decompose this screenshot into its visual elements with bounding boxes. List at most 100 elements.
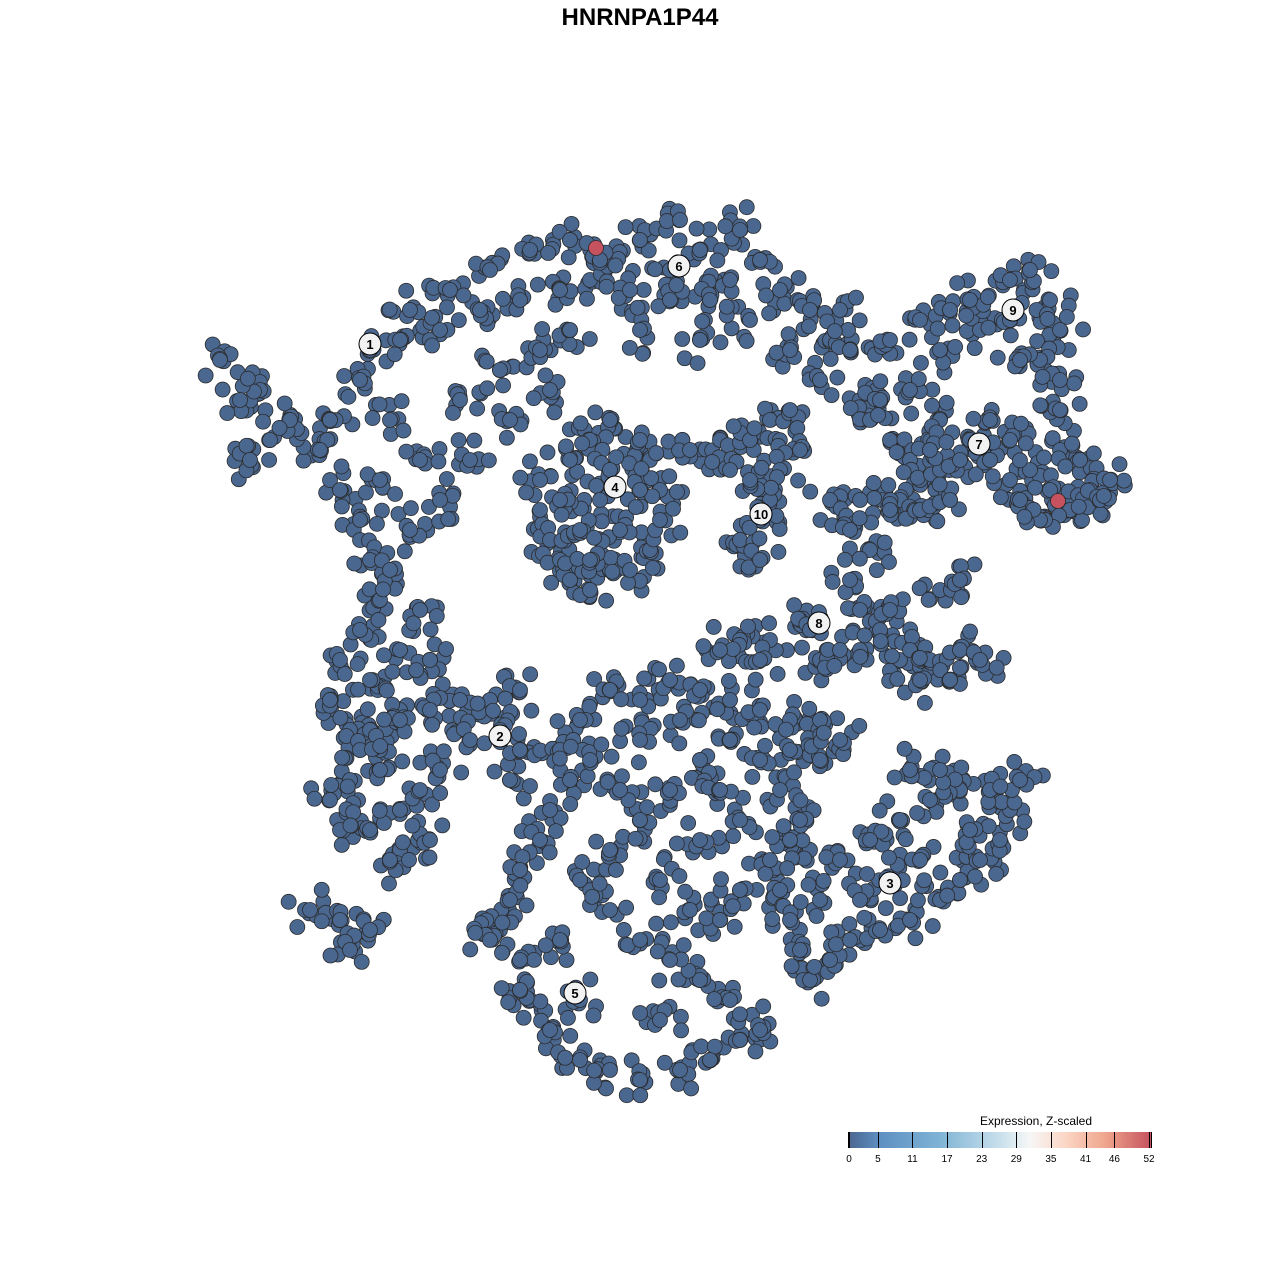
- cell-point-density: [647, 261, 663, 278]
- cell-point: [502, 412, 518, 428]
- cell-point-density: [979, 289, 996, 306]
- cell-point: [262, 432, 278, 448]
- cell-point-density: [647, 776, 664, 793]
- cell-point: [842, 522, 858, 538]
- cell-point: [702, 1052, 718, 1068]
- cell-point: [662, 782, 678, 798]
- cell-point-density: [627, 830, 644, 847]
- cell-point: [432, 492, 448, 508]
- cell-point-density: [717, 218, 734, 235]
- cell-point-density: [627, 499, 644, 516]
- cell-point: [452, 692, 468, 708]
- cell-point-density: [783, 958, 800, 975]
- cell-point-density: [713, 871, 729, 888]
- cell-point: [932, 342, 948, 358]
- cell-point-density: [672, 524, 689, 541]
- cell-point-density: [746, 420, 763, 437]
- cell-point: [722, 732, 738, 748]
- cell-point-density: [929, 320, 946, 337]
- cell-point-density: [671, 735, 688, 752]
- cell-point-density: [371, 396, 388, 413]
- cell-point-density: [938, 434, 955, 450]
- cell-point: [542, 802, 558, 818]
- cell-point-density: [761, 615, 777, 632]
- cell-point-density: [718, 298, 735, 315]
- cell-point-density: [800, 876, 817, 893]
- cell-point-density: [424, 309, 440, 326]
- cluster-label-5: 5: [563, 981, 587, 1005]
- cell-point-density: [753, 459, 770, 476]
- cell-point: [1052, 322, 1068, 338]
- cell-point: [592, 492, 608, 508]
- cell-point-density: [859, 866, 875, 882]
- chart-title: HNRNPA1P44: [561, 4, 719, 31]
- cell-point-density: [776, 295, 793, 312]
- cell-point: [652, 512, 668, 528]
- cell-point: [842, 342, 858, 358]
- cell-point-density: [758, 287, 774, 304]
- legend-tick-label: 29: [1010, 1154, 1022, 1165]
- cell-point-density: [792, 894, 809, 910]
- cell-point: [512, 682, 528, 698]
- cell-point-density: [387, 486, 403, 502]
- cell-point-density: [512, 877, 529, 894]
- cell-point: [792, 442, 808, 458]
- cell-point: [722, 272, 738, 288]
- cell-point-density: [586, 529, 603, 546]
- high-expression-point: [588, 240, 604, 256]
- cell-point-density: [1036, 449, 1052, 466]
- cell-point: [922, 442, 938, 458]
- cell-point-density: [598, 278, 615, 295]
- cell-point-density: [632, 1087, 649, 1104]
- cell-point-density: [712, 334, 729, 351]
- cell-point-density: [469, 400, 486, 417]
- cell-point: [962, 292, 978, 308]
- cell-point: [602, 412, 618, 428]
- cell-point-density: [539, 444, 556, 461]
- cell-point-density: [372, 738, 389, 754]
- cell-point: [732, 222, 748, 238]
- cell-point-density: [404, 817, 421, 834]
- cell-point-density: [916, 872, 933, 889]
- cell-point-density: [346, 555, 363, 572]
- cell-point-density: [588, 833, 605, 850]
- cell-point: [332, 482, 348, 498]
- cell-point-density: [671, 232, 688, 249]
- cell-point-density: [755, 998, 772, 1015]
- cell-point-density: [359, 701, 376, 718]
- cell-point: [472, 302, 488, 318]
- cell-point: [762, 412, 778, 428]
- cell-point-density: [829, 369, 846, 386]
- cell-point-density: [421, 849, 438, 866]
- cell-point-density: [428, 608, 445, 625]
- cell-point-density: [1070, 498, 1087, 515]
- cell-point: [422, 702, 438, 718]
- cell-point-density: [375, 581, 391, 598]
- cell-point: [632, 932, 648, 948]
- cell-point: [982, 412, 998, 428]
- cell-point: [602, 1062, 618, 1078]
- cell-point-density: [498, 429, 515, 446]
- cell-point-density: [617, 219, 634, 236]
- cell-point-density: [706, 991, 723, 1008]
- cell-point-density: [512, 469, 529, 486]
- cell-point: [242, 452, 258, 468]
- cell-point-density: [757, 737, 773, 754]
- cell-point: [552, 282, 568, 298]
- cell-point: [562, 452, 578, 468]
- cell-point-density: [980, 319, 997, 336]
- cell-point-density: [876, 534, 893, 551]
- cell-point: [362, 672, 378, 688]
- cell-point-density: [856, 909, 873, 926]
- cell-point: [412, 782, 428, 798]
- cell-point-density: [621, 339, 638, 356]
- cell-point-density: [467, 925, 484, 941]
- cell-point-density: [462, 941, 479, 958]
- cell-point-density: [980, 818, 997, 835]
- cell-point-density: [430, 453, 447, 470]
- cell-point-density: [726, 918, 743, 935]
- cell-point-density: [656, 1054, 673, 1071]
- cell-point-density: [405, 615, 422, 632]
- cell-point-density: [648, 915, 665, 932]
- cluster-label-1: 1: [358, 332, 382, 356]
